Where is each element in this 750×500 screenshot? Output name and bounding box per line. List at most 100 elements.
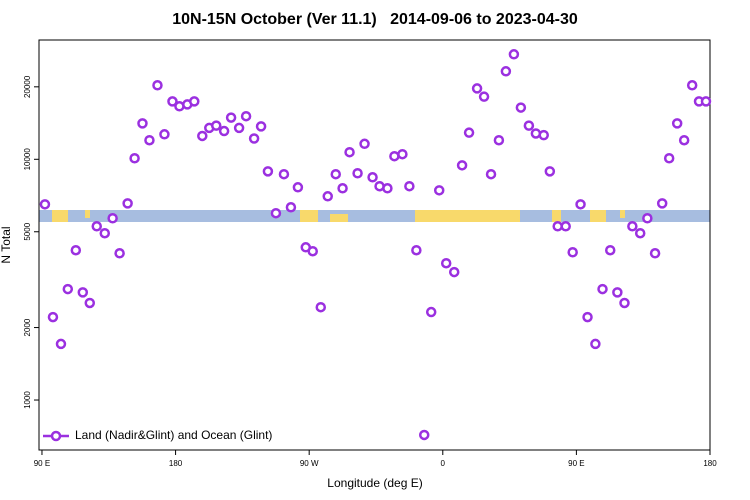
- point: [240, 110, 252, 122]
- point: [538, 129, 549, 141]
- x-tick-label: 90 E: [34, 459, 50, 468]
- land: [300, 210, 318, 222]
- point: [671, 118, 683, 129]
- point: [47, 311, 59, 323]
- point: [344, 146, 355, 158]
- y-tick-label: 1000: [23, 391, 32, 409]
- point: [404, 180, 415, 192]
- ocean-band: [39, 210, 710, 222]
- point: [189, 96, 200, 107]
- y-axis-label: N Total: [0, 226, 13, 263]
- point: [307, 245, 318, 257]
- point: [337, 183, 348, 194]
- point: [485, 168, 497, 180]
- point: [55, 338, 67, 350]
- point: [114, 248, 125, 259]
- point: [270, 207, 282, 219]
- land: [590, 210, 606, 222]
- point: [39, 199, 51, 210]
- point: [122, 198, 133, 209]
- x-tick-label: 90 E: [568, 459, 584, 468]
- point: [656, 198, 668, 209]
- y-tick-label: 20000: [23, 75, 32, 98]
- point: [433, 185, 445, 196]
- point: [619, 297, 630, 309]
- point: [612, 287, 623, 298]
- point: [440, 257, 452, 269]
- y-tick-label: 10000: [23, 148, 32, 171]
- point: [567, 247, 578, 258]
- point: [456, 160, 468, 171]
- point: [448, 266, 460, 278]
- point: [255, 121, 267, 132]
- point: [590, 338, 601, 350]
- point: [560, 221, 571, 232]
- point: [544, 166, 556, 177]
- map-strip: [39, 210, 710, 222]
- x-tick-label: 90 W: [300, 459, 319, 468]
- land: [620, 210, 625, 218]
- land: [85, 210, 90, 218]
- x-tick-label: 180: [169, 459, 183, 468]
- x-axis-label: Longitude (deg E): [327, 476, 422, 490]
- point: [167, 96, 178, 107]
- point: [129, 153, 140, 164]
- legend-label: Land (Nadir&Glint) and Ocean (Glint): [75, 428, 272, 442]
- point: [389, 150, 400, 162]
- point: [218, 125, 230, 137]
- point: [582, 311, 593, 323]
- point: [70, 244, 82, 256]
- point: [604, 244, 616, 256]
- point: [278, 168, 290, 180]
- point: [367, 172, 378, 183]
- point: [330, 168, 342, 180]
- point: [107, 212, 118, 224]
- point: [627, 221, 638, 232]
- point: [425, 306, 437, 318]
- point: [686, 80, 698, 91]
- point: [515, 102, 527, 113]
- point: [315, 301, 327, 313]
- point: [62, 283, 74, 295]
- point: [678, 134, 690, 146]
- chart-title: 10N-15N October (Ver 11.1) 2014-09-06 to…: [172, 11, 578, 28]
- point: [411, 244, 422, 256]
- x-tick-label: 0: [441, 459, 446, 468]
- point: [523, 120, 535, 131]
- plot-frame: [38, 39, 711, 451]
- y-tick-label: 5000: [23, 222, 32, 240]
- point: [634, 227, 646, 239]
- point: [649, 248, 661, 259]
- point: [137, 118, 148, 129]
- point: [225, 112, 237, 123]
- point: [352, 168, 363, 179]
- point: [493, 134, 505, 146]
- point: [471, 83, 483, 94]
- point: [211, 120, 222, 131]
- point: [84, 297, 96, 309]
- y-tick-label: 2000: [23, 318, 32, 336]
- point: [91, 221, 102, 232]
- point: [663, 153, 675, 164]
- land: [552, 210, 561, 222]
- point: [144, 134, 155, 146]
- point: [575, 199, 586, 210]
- point: [418, 429, 430, 441]
- point: [292, 182, 304, 193]
- point: [382, 183, 393, 194]
- land: [415, 210, 520, 222]
- point: [700, 96, 712, 107]
- point: [359, 138, 370, 150]
- point: [152, 80, 163, 91]
- point: [508, 49, 520, 60]
- point: [77, 287, 89, 298]
- point: [99, 227, 111, 239]
- x-tick-label: 180: [703, 459, 717, 468]
- point: [397, 148, 408, 160]
- point: [642, 212, 653, 224]
- point: [233, 122, 245, 134]
- point: [159, 129, 170, 140]
- point: [262, 166, 274, 177]
- point: [478, 91, 490, 102]
